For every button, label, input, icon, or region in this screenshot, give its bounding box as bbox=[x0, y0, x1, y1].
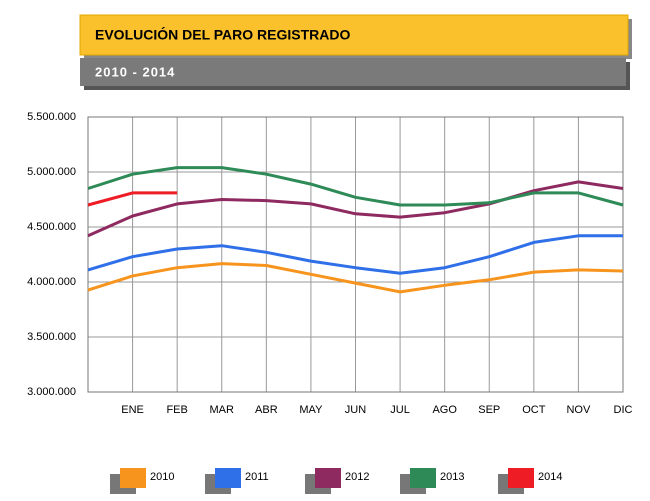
legend-swatch bbox=[120, 468, 146, 488]
x-tick-label: NOV bbox=[566, 404, 591, 416]
series-line bbox=[87, 262, 624, 294]
series-line bbox=[87, 234, 623, 275]
series-line bbox=[87, 191, 178, 207]
x-tick-label: JUL bbox=[390, 404, 410, 416]
x-tick-label: OCT bbox=[522, 404, 546, 416]
x-tick-label: FEB bbox=[166, 404, 187, 416]
y-tick-label: 4.000.000 bbox=[27, 276, 76, 288]
plot-border bbox=[87, 116, 624, 393]
x-tick-label: MAY bbox=[299, 404, 323, 416]
y-tick-label: 5.500.000 bbox=[27, 111, 76, 123]
y-tick-label: 4.500.000 bbox=[27, 221, 76, 233]
series-line bbox=[87, 166, 624, 207]
legend-swatch bbox=[215, 468, 241, 488]
x-tick-label: JUN bbox=[345, 404, 366, 416]
x-tick-label: DIC bbox=[614, 404, 633, 416]
y-tick-label: 5.000.000 bbox=[27, 166, 76, 178]
x-tick-label: ABR bbox=[255, 404, 278, 416]
x-tick-label: SEP bbox=[478, 404, 500, 416]
legend-label: 2012 bbox=[345, 471, 369, 483]
legend-label: 2010 bbox=[150, 471, 174, 483]
series-line bbox=[87, 180, 624, 238]
title-box bbox=[79, 14, 629, 56]
y-tick-label: 3.000.000 bbox=[27, 386, 76, 398]
legend-label: 2011 bbox=[245, 471, 269, 483]
x-tick-label: MAR bbox=[210, 404, 235, 416]
legend-swatch bbox=[508, 468, 534, 488]
legend-swatch bbox=[410, 468, 436, 488]
x-tick-label: ENE bbox=[121, 404, 144, 416]
legend-label: 2013 bbox=[440, 471, 464, 483]
chart-subtitle: 2010 - 2014 bbox=[95, 64, 175, 79]
y-tick-label: 3.500.000 bbox=[27, 331, 76, 343]
chart-title: EVOLUCIÓN DEL PARO REGISTRADO bbox=[95, 26, 351, 43]
legend-swatch bbox=[315, 468, 341, 488]
x-tick-label: AGO bbox=[432, 404, 457, 416]
legend-label: 2014 bbox=[538, 471, 562, 483]
subtitle-box bbox=[80, 58, 626, 86]
